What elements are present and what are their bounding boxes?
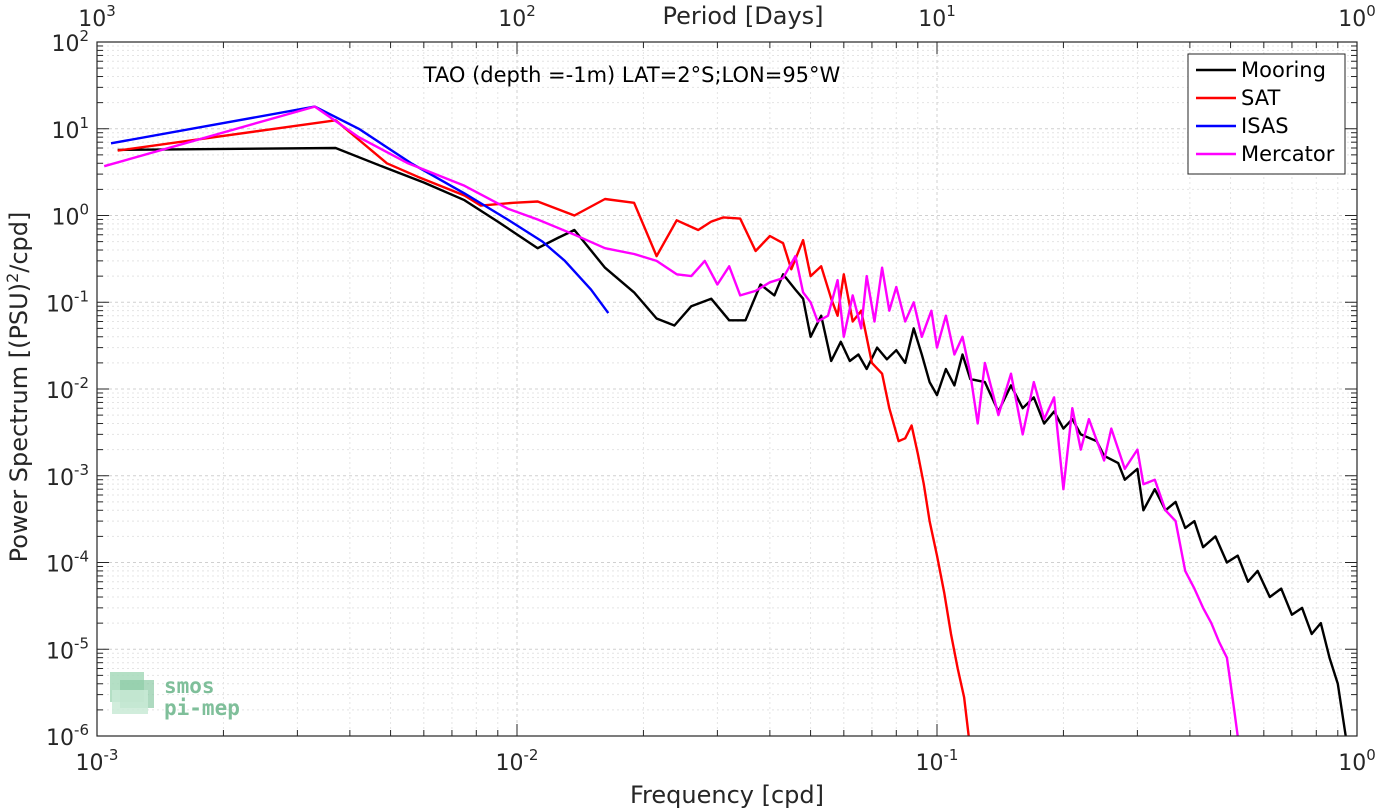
y-tick-label: 102 bbox=[51, 27, 89, 57]
y-tick-exp: 0 bbox=[79, 201, 89, 219]
y-tick-base: 10 bbox=[46, 553, 74, 578]
smos-pi-mep-logo: smos pi-mep bbox=[110, 672, 240, 720]
series-line-isas bbox=[110, 105, 610, 314]
y-tick-base: 10 bbox=[46, 466, 74, 491]
x2-tick-exp: 3 bbox=[106, 2, 116, 20]
legend: Mooring SAT ISAS Mercator bbox=[1187, 53, 1346, 175]
y-tick-exp: -6 bbox=[74, 721, 89, 739]
x2-tick-base: 10 bbox=[78, 7, 106, 32]
x-tick-label: 10-2 bbox=[496, 746, 539, 776]
y-axis-title-main: Power Spectrum [(PSU) bbox=[5, 283, 33, 562]
x2-tick-label: 100 bbox=[1338, 2, 1376, 32]
x2-tick-label: 101 bbox=[918, 2, 956, 32]
legend-label-mercator: Mercator bbox=[1241, 142, 1335, 166]
y-tick-label: 10-1 bbox=[46, 287, 89, 317]
y-tick-exp: -1 bbox=[74, 287, 89, 305]
x-tick-label: 100 bbox=[1338, 746, 1376, 776]
series-line-mercator bbox=[103, 105, 1239, 737]
x-tick-label: 10-1 bbox=[916, 746, 959, 776]
x2-tick-exp: 0 bbox=[1366, 2, 1376, 20]
y-tick-base: 10 bbox=[46, 639, 74, 664]
series-layer bbox=[103, 105, 1347, 737]
y-tick-label: 10-2 bbox=[46, 374, 89, 404]
x-tick-label: 10-3 bbox=[76, 746, 119, 776]
y-tick-exp: -3 bbox=[74, 461, 89, 479]
y-tick-label: 10-5 bbox=[46, 634, 89, 664]
y-tick-label: 10-3 bbox=[46, 461, 89, 491]
x-axis-title: Frequency [cpd] bbox=[630, 781, 824, 809]
x2-tick-base: 10 bbox=[1338, 7, 1366, 32]
series-line-sat bbox=[117, 119, 970, 737]
y-tick-label: 100 bbox=[51, 201, 89, 231]
y-tick-label: 10-4 bbox=[46, 548, 89, 578]
y-tick-base: 10 bbox=[46, 292, 74, 317]
y-tick-base: 10 bbox=[51, 119, 79, 144]
x-tick-base: 10 bbox=[76, 751, 104, 776]
x-tick-exp: -1 bbox=[944, 746, 959, 764]
x2-tick-base: 10 bbox=[498, 7, 526, 32]
top-axis-title: Period [Days] bbox=[662, 2, 823, 30]
x-tick-base: 10 bbox=[1338, 751, 1366, 776]
x-tick-exp: 0 bbox=[1366, 746, 1376, 764]
y-tick-exp: -2 bbox=[74, 374, 89, 392]
y-tick-exp: -5 bbox=[74, 634, 89, 652]
tick-marks bbox=[96, 41, 1358, 737]
y-tick-label: 10-6 bbox=[46, 721, 89, 751]
y-tick-base: 10 bbox=[46, 379, 74, 404]
x2-tick-exp: 1 bbox=[946, 2, 956, 20]
x-tick-base: 10 bbox=[916, 751, 944, 776]
logo-line-1: smos bbox=[164, 674, 215, 698]
legend-label-mooring: Mooring bbox=[1241, 58, 1326, 82]
y-tick-base: 10 bbox=[51, 32, 79, 57]
y-axis-title: Power Spectrum [(PSU)2/cpd] bbox=[3, 212, 33, 563]
y-tick-base: 10 bbox=[46, 726, 74, 751]
series-line-mooring bbox=[117, 146, 1347, 737]
legend-label-isas: ISAS bbox=[1241, 114, 1289, 138]
y-axis-title-sup: 2 bbox=[3, 273, 22, 283]
x2-tick-label: 102 bbox=[498, 2, 536, 32]
legend-label-sat: SAT bbox=[1241, 86, 1280, 110]
y-tick-base: 10 bbox=[51, 206, 79, 231]
y-tick-label: 101 bbox=[51, 114, 89, 144]
y-tick-exp: 1 bbox=[79, 114, 89, 132]
logo-line-2: pi-mep bbox=[164, 696, 240, 720]
x-tick-base: 10 bbox=[496, 751, 524, 776]
y-axis-title-tail: /cpd] bbox=[5, 212, 33, 273]
x2-tick-exp: 2 bbox=[526, 2, 536, 20]
x2-tick-base: 10 bbox=[918, 7, 946, 32]
chart-title: TAO (depth =-1m) LAT=2°S;LON=95°W bbox=[423, 63, 841, 87]
x-tick-exp: -3 bbox=[104, 746, 119, 764]
x-tick-exp: -2 bbox=[524, 746, 539, 764]
y-tick-exp: -4 bbox=[74, 548, 89, 566]
x2-tick-label: 103 bbox=[78, 2, 116, 32]
y-tick-exp: 2 bbox=[79, 27, 89, 45]
major-grid bbox=[96, 41, 1358, 737]
